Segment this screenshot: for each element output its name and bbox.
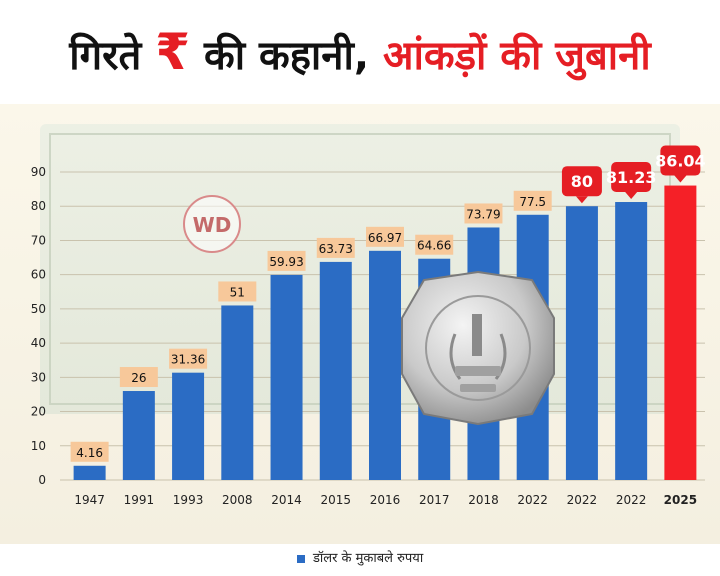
x-tick-label: 2022: [616, 493, 647, 507]
value-label-pointer: [575, 196, 588, 204]
bar: [369, 250, 401, 480]
y-tick-label: 0: [38, 473, 46, 487]
y-tick-label: 70: [31, 233, 46, 247]
value-label-box: [366, 226, 404, 247]
value-label-box: [415, 234, 454, 255]
bar: [270, 274, 303, 480]
value-label: 77.5: [519, 195, 546, 209]
bar: [172, 372, 205, 480]
x-tick-label: 1991: [124, 493, 155, 507]
y-tick-label: 90: [31, 165, 46, 179]
y-axis-ticks: 0 10 20 30 40 50 60 70 80 90: [31, 165, 46, 487]
bar: [221, 305, 254, 480]
value-label-pointer: [625, 192, 638, 200]
x-axis-ticks: 1947 1991 1993 2008 2014 2015 2016 2017 2018 2022…: [74, 493, 697, 507]
y-tick-label: 50: [31, 302, 46, 316]
value-label-box: [70, 441, 109, 462]
value-label: 59.93: [269, 255, 303, 269]
x-tick-label: 1947: [74, 493, 105, 507]
watermark-logo: WD: [183, 195, 241, 253]
value-label: 81.23: [606, 168, 657, 187]
value-label-box: [611, 162, 652, 193]
y-tick-label: 60: [31, 268, 46, 282]
value-label-box: [513, 190, 552, 211]
chart-area: 4.16 26 31.36 51 59.93 63.73 66.97 64.66 73.79 77…: [0, 104, 720, 544]
y-tick-label: 80: [31, 199, 46, 213]
x-tick-label: 1993: [173, 493, 204, 507]
x-tick-label: 2025: [664, 493, 697, 507]
value-label-box: [218, 281, 257, 302]
bar: [122, 391, 155, 480]
value-label-box: [169, 348, 208, 369]
rupee-symbol: ₹: [155, 23, 191, 81]
value-label-box: [119, 367, 158, 388]
value-label: 26: [131, 371, 146, 385]
bar: [565, 206, 598, 480]
legend: डॉलर के मुकाबले रुपया: [0, 548, 720, 572]
value-label-box: [660, 145, 701, 176]
title-part-3: आंकड़ों की जुबानी: [383, 33, 651, 79]
value-label: 51: [230, 285, 245, 299]
x-tick-label: 2017: [419, 493, 450, 507]
x-tick-label: 2008: [222, 493, 253, 507]
value-label: 66.97: [368, 231, 402, 245]
chart-title: गिरते ₹ की कहानी, आंकड़ों की जुबानी: [0, 0, 720, 104]
value-label: 64.66: [417, 239, 451, 253]
x-tick-label: 2016: [370, 493, 401, 507]
value-label-box: [267, 250, 306, 271]
value-label-box: [464, 203, 503, 224]
value-label-pointer: [674, 175, 687, 183]
value-label: 4.16: [76, 446, 103, 460]
value-label: 31.36: [171, 353, 205, 367]
bar: [664, 185, 697, 480]
value-labels-group: 4.16 26 31.36 51 59.93 63.73 66.97 64.66 73.79 77…: [70, 145, 706, 462]
value-label-box: [561, 166, 602, 197]
value-label: 80: [571, 172, 593, 191]
title-part-2: की कहानी,: [203, 33, 370, 79]
y-tick-label: 40: [31, 336, 46, 350]
rupee-coin-image: [401, 270, 555, 426]
y-tick-label: 30: [31, 370, 46, 384]
legend-label: डॉलर के मुकाबले रुपया: [312, 551, 424, 566]
x-tick-label: 2018: [468, 493, 499, 507]
bar: [73, 465, 106, 480]
value-label-box: [316, 237, 355, 258]
value-label: 73.79: [466, 207, 500, 221]
value-label: 86.04: [655, 152, 706, 171]
y-tick-label: 20: [31, 405, 46, 419]
x-tick-label: 2014: [271, 493, 302, 507]
bar-chart: 4.16 26 31.36 51 59.93 63.73 66.97 64.66 73.79 77…: [31, 124, 706, 507]
x-tick-label: 2022: [517, 493, 548, 507]
value-label: 63.73: [319, 242, 353, 256]
x-tick-label: 2015: [320, 493, 351, 507]
bar: [615, 202, 648, 480]
legend-swatch: [296, 554, 305, 563]
bars-group: [73, 185, 697, 480]
y-tick-label: 10: [31, 439, 46, 453]
title-part-1: गिरते: [69, 33, 142, 79]
x-tick-label: 2022: [567, 493, 598, 507]
bar: [319, 261, 352, 480]
watermark-text: WD: [193, 213, 232, 237]
